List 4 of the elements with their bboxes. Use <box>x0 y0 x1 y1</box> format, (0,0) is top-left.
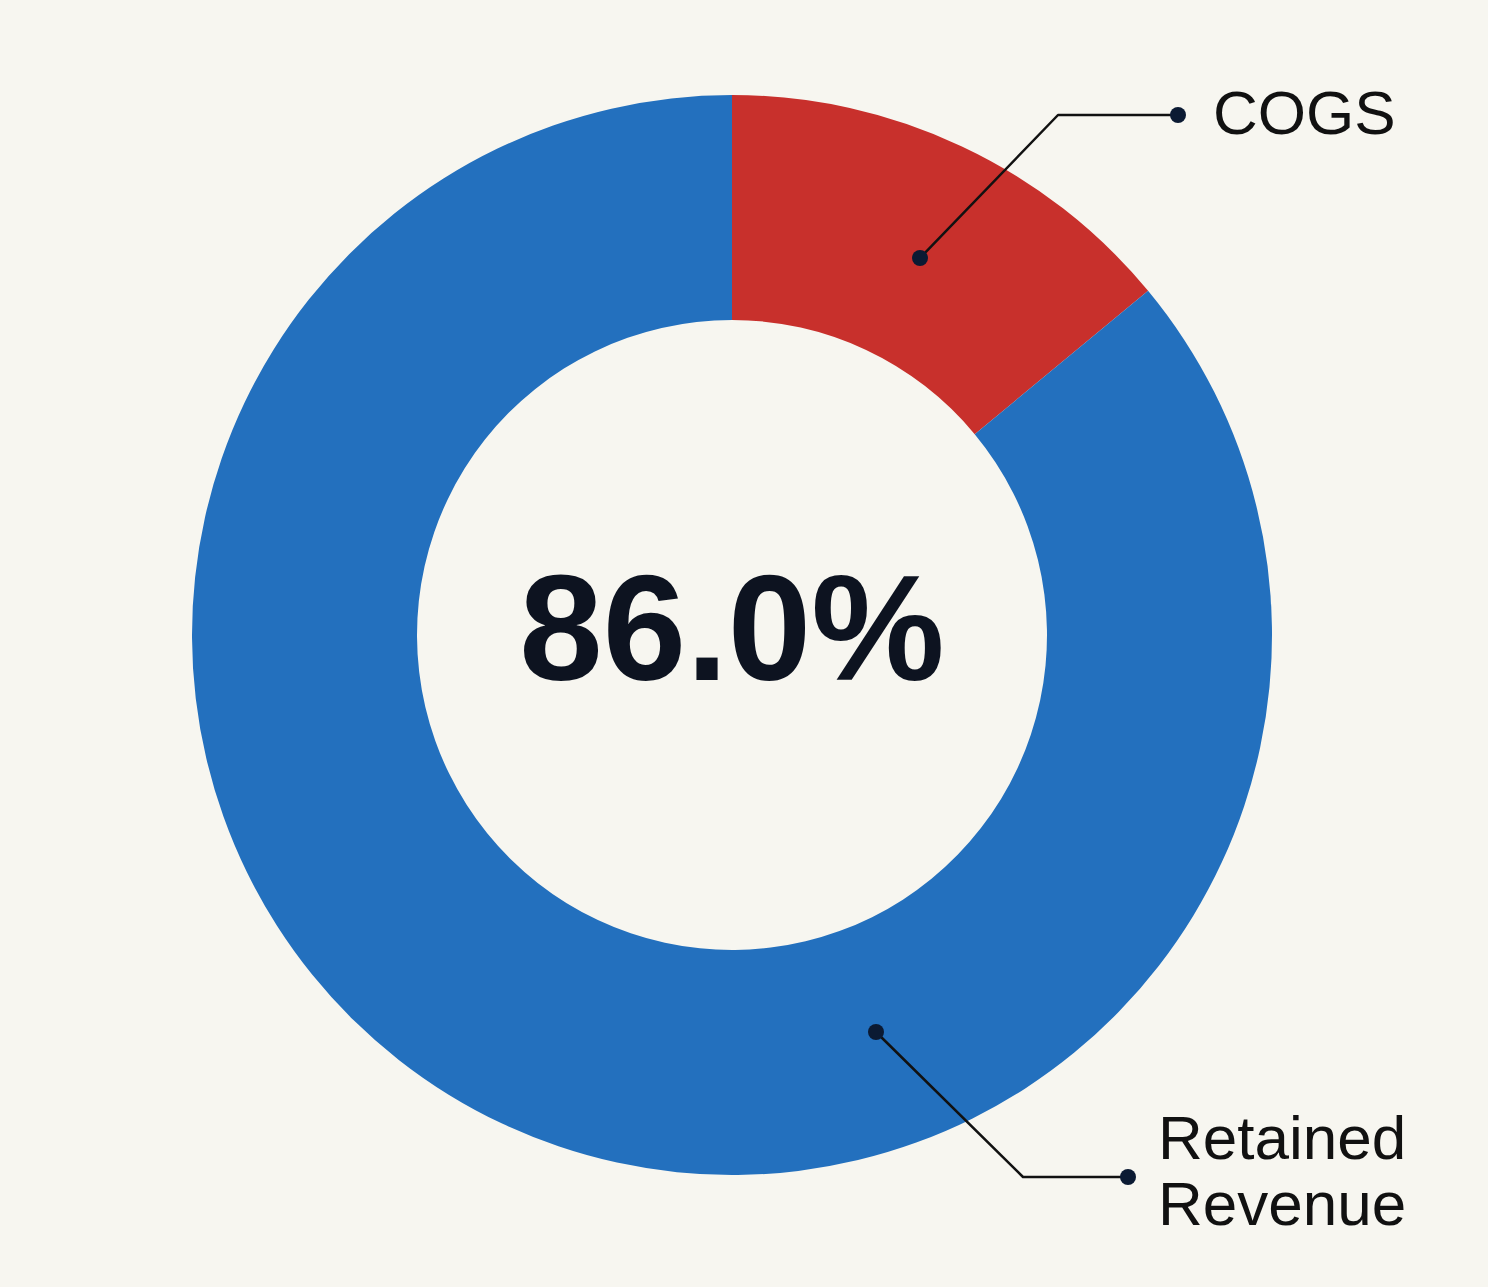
slice-label: Retained Revenue <box>1158 1103 1407 1238</box>
text: 86.0% <box>519 544 945 712</box>
donut-slice <box>732 95 1149 435</box>
slice-label: COGS <box>1213 78 1396 147</box>
